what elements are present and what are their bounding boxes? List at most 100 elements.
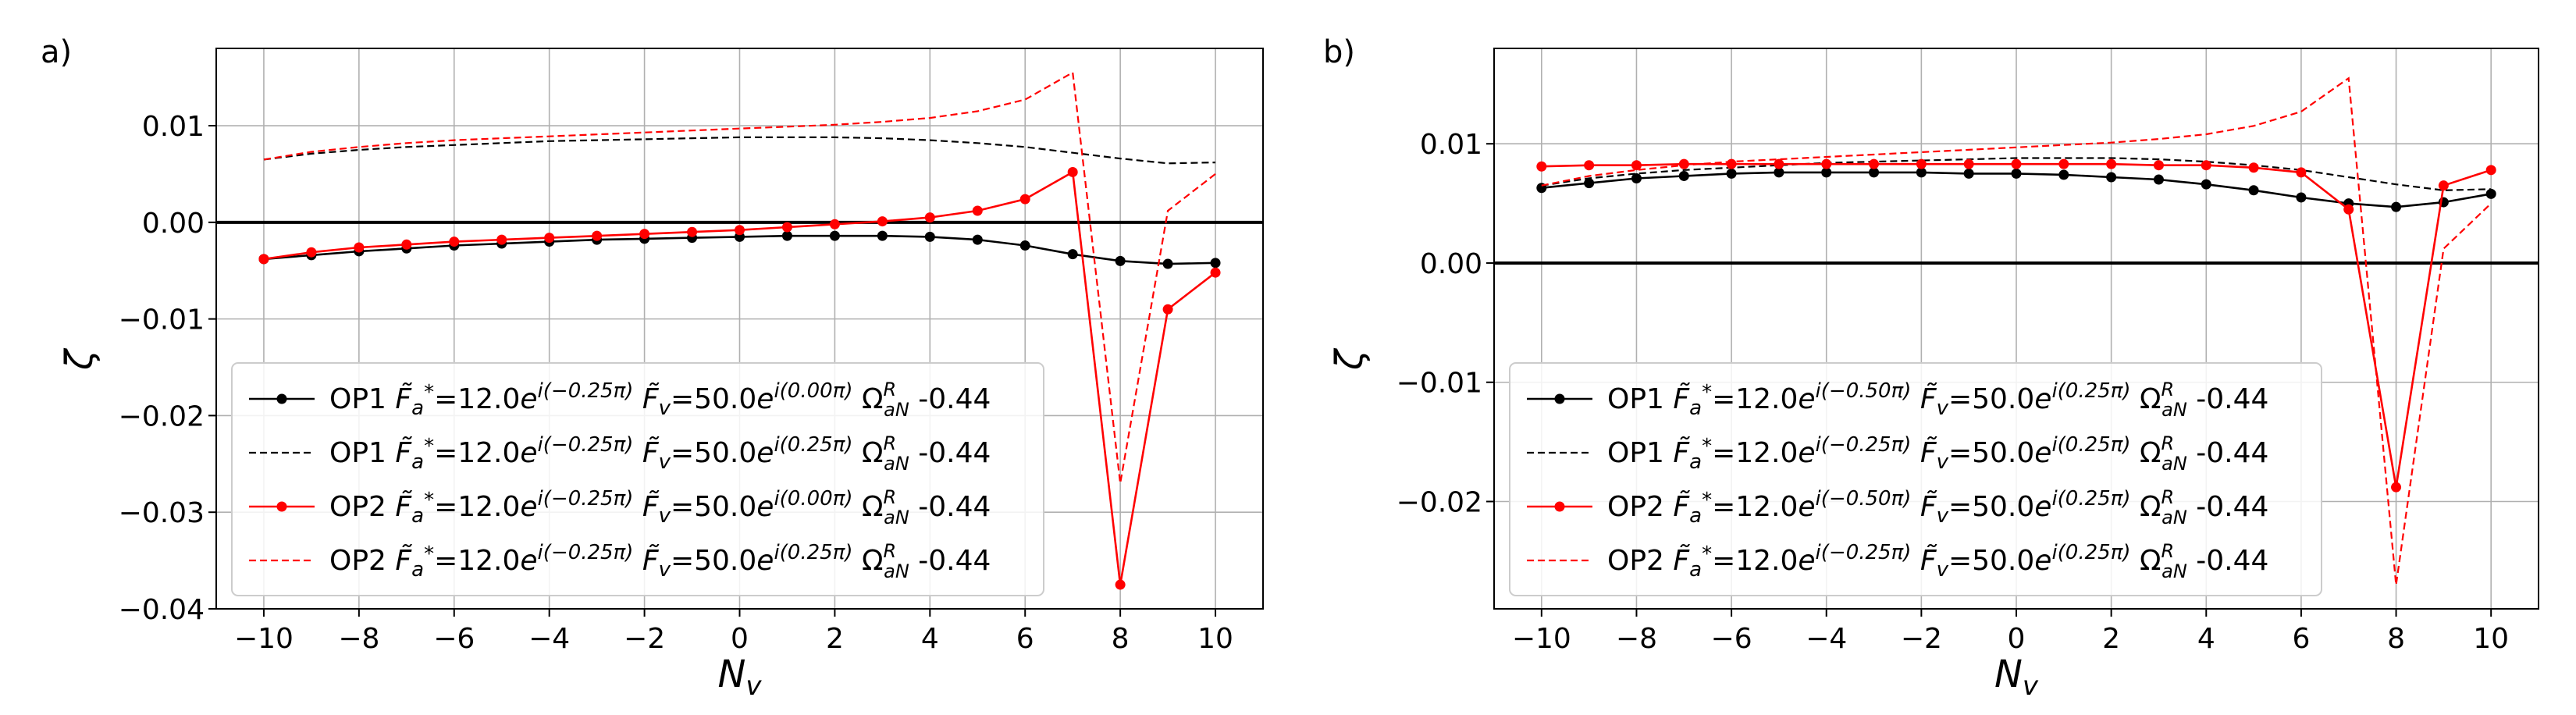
legend-text-part: e	[756, 491, 774, 523]
legend-text-part: =50.0	[1948, 545, 2034, 577]
legend-text-part: R	[2161, 379, 2174, 400]
data-point	[1916, 167, 1927, 178]
data-point	[1115, 579, 1126, 590]
data-point	[1678, 170, 1689, 181]
data-point	[1678, 158, 1689, 169]
data-point	[1210, 258, 1221, 269]
data-point	[1584, 178, 1595, 189]
legend-text-part: =12.0	[434, 437, 520, 469]
legend-text-part: Ω	[2131, 383, 2161, 415]
data-point	[1210, 267, 1221, 278]
legend-text-part: N	[1994, 653, 2023, 696]
legend-text-part: e	[520, 383, 537, 415]
legend-text-part: i(−0.25π)	[538, 487, 634, 510]
legend-text-part: =50.0	[671, 545, 756, 577]
x-tick-label: 6	[1016, 623, 1034, 655]
legend-text-part: v	[1937, 450, 1949, 474]
data-point	[2011, 168, 2022, 179]
legend-text-part	[633, 437, 642, 469]
y-tick-label: −0.03	[119, 497, 205, 529]
legend-text-part: F̃	[1673, 490, 1690, 523]
legend-label-1: OP1 F̃a*=12.0ei(−0.50π) F̃v=50.0ei(0.25π…	[1607, 379, 2268, 421]
legend-text-part: i(0.00π)	[774, 487, 852, 510]
data-point	[401, 239, 412, 250]
data-point	[1019, 240, 1030, 251]
legend-frame	[1509, 362, 2322, 596]
y-tick-label: −0.04	[119, 594, 205, 626]
data-point	[2058, 158, 2069, 169]
legend-text-part: v	[1937, 504, 1949, 528]
data-point	[1774, 167, 1784, 178]
x-axis-label: Nv	[1994, 653, 2039, 702]
data-point	[2153, 174, 2164, 185]
legend-text-part: R	[2161, 486, 2174, 508]
legend-text-part: a	[1689, 558, 1702, 582]
x-tick-label: −2	[1901, 623, 1942, 655]
legend-text-part: F̃	[395, 436, 412, 469]
legend-text-part: aN	[884, 453, 909, 475]
legend-text-part: e	[756, 383, 774, 415]
data-point	[2106, 158, 2117, 169]
legend-text-part: *	[1702, 435, 1712, 458]
legend-marker	[276, 501, 287, 512]
legend-text-part: Ω	[853, 545, 884, 577]
data-point	[829, 219, 840, 229]
legend-text-part: R	[883, 540, 896, 562]
legend-text-part: OP2	[329, 545, 395, 577]
legend-text-part: i(0.25π)	[2051, 487, 2130, 510]
data-point	[2011, 158, 2022, 169]
data-point	[1916, 158, 1927, 169]
legend-text-part: =12.0	[1712, 383, 1798, 415]
y-tick-label: 0.00	[142, 208, 205, 240]
data-point	[1821, 167, 1832, 178]
legend-text-part: =50.0	[1948, 491, 2034, 523]
legend-text-part: i(0.25π)	[2051, 541, 2130, 564]
legend-text-part: R	[883, 432, 896, 454]
x-tick-label: −4	[1806, 623, 1847, 655]
legend-text-part: *	[1702, 489, 1712, 512]
legend-text-part: Ω	[853, 437, 884, 469]
legend: OP1 F̃a*=12.0ei(−0.50π) F̃v=50.0ei(0.25π…	[1509, 362, 2322, 596]
data-point	[1631, 160, 1642, 171]
legend-text-part: =12.0	[434, 491, 520, 523]
legend-text-part: aN	[884, 399, 909, 421]
legend-text-part: v	[1937, 558, 1949, 582]
legend-text-part: i(0.25π)	[774, 541, 852, 564]
data-point	[1019, 194, 1030, 205]
legend-text-part: i(−0.25π)	[1816, 541, 1912, 564]
x-tick-label: 4	[2197, 623, 2215, 655]
data-point	[2201, 179, 2211, 190]
legend-text-part: Ω	[2131, 545, 2161, 577]
legend-label-2: OP1 F̃a*=12.0ei(−0.25π) F̃v=50.0ei(0.25π…	[1607, 432, 2268, 475]
legend-text-part: a	[411, 397, 424, 420]
data-point	[1726, 168, 1737, 179]
legend-text-part: =12.0	[434, 545, 520, 577]
legend-text-part: OP2	[1607, 545, 1673, 577]
legend-text-part: F̃	[395, 544, 412, 577]
legend-text-part: F̃	[642, 490, 660, 523]
legend-text-part: i(−0.50π)	[1816, 487, 1912, 510]
legend-label-4: OP2 F̃a*=12.0ei(−0.25π) F̃v=50.0ei(0.25π…	[329, 540, 991, 582]
legend-text-part: *	[424, 381, 434, 404]
y-tick-label: 0.00	[1420, 248, 1482, 280]
legend-text-part: v	[659, 450, 671, 474]
legend-text-part: a	[1689, 450, 1702, 474]
series-line-4	[263, 71, 1216, 484]
series-line-2	[1541, 157, 2492, 191]
legend-marker	[276, 393, 287, 404]
legend-text-part: F̃	[1920, 490, 1937, 523]
legend-text-part: *	[1702, 542, 1712, 566]
legend-text-part: aN	[2161, 399, 2187, 421]
legend-text-part: e	[2034, 491, 2051, 523]
legend-text-part: aN	[884, 560, 909, 582]
data-point	[449, 237, 460, 247]
data-point	[687, 226, 698, 237]
data-point	[592, 230, 603, 241]
legend-text-part: e	[2034, 383, 2051, 415]
legend-text-part: F̃	[1673, 382, 1690, 415]
legend-text-part	[633, 545, 642, 577]
data-point	[781, 230, 792, 241]
legend-text-part: OP1	[329, 437, 395, 469]
legend-text-part: e	[520, 491, 537, 523]
